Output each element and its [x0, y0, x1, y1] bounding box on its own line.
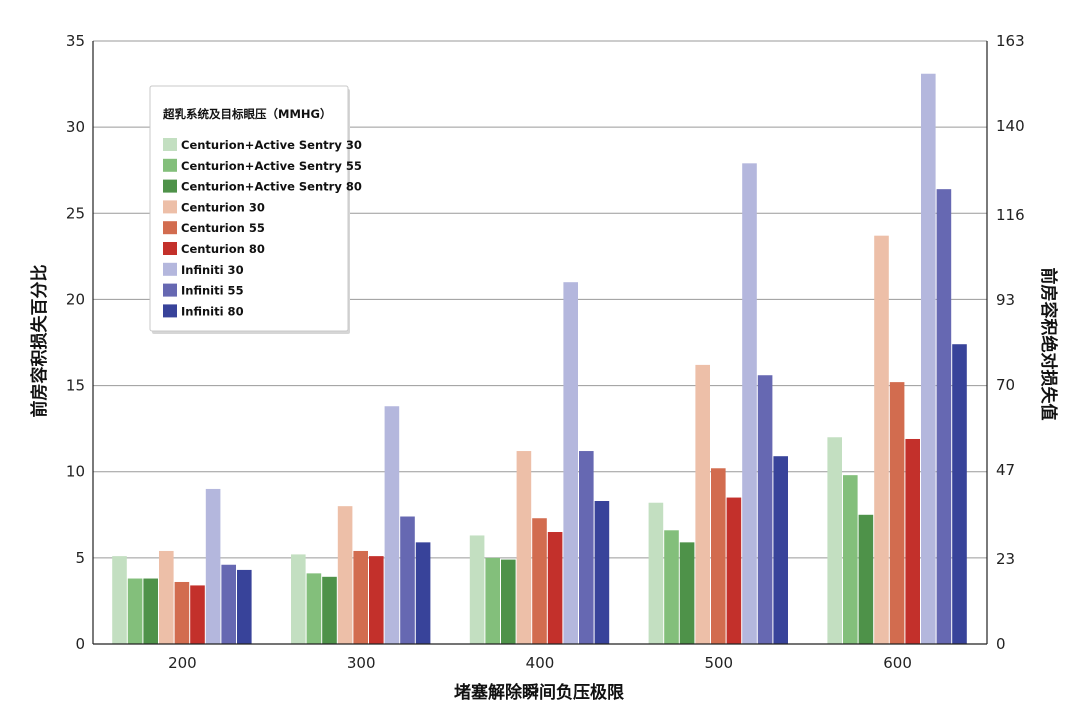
legend-swatch [163, 283, 177, 297]
legend-swatch [163, 262, 177, 276]
bar [532, 518, 547, 644]
x-tick-label: 200 [168, 654, 197, 672]
y2-tick-label: 93 [996, 291, 1015, 309]
y2-tick-label: 70 [996, 376, 1015, 394]
bar [757, 375, 773, 644]
bar [369, 556, 384, 644]
y2-tick-label: 0 [996, 635, 1006, 653]
legend-label: Centurion 55 [181, 221, 265, 235]
legend-swatch [163, 242, 177, 255]
axes: 0 5 10 15 20 25 30 35 0 23 47 70 93 116 140 163 200 300 40… [66, 32, 1025, 672]
bar [112, 556, 127, 644]
legend-label: Infiniti 55 [181, 284, 244, 298]
x-tick-label: 400 [526, 654, 555, 672]
bar [726, 497, 742, 644]
bar [400, 516, 415, 644]
y-axis-title: 前房容积损失百分比 [29, 265, 50, 418]
bar [827, 437, 842, 644]
bar [952, 344, 967, 644]
bar [469, 535, 485, 644]
y-tick-label: 5 [75, 549, 85, 567]
bar [905, 438, 920, 644]
legend-label: Centurion 80 [181, 242, 265, 256]
bar [291, 554, 306, 644]
x-tick-label: 500 [704, 654, 733, 672]
bar [237, 569, 252, 644]
bar [773, 456, 788, 644]
y2-tick-label: 47 [996, 461, 1015, 479]
y2-tick-label: 116 [996, 206, 1025, 224]
legend-label: Centurion+Active Sentry 80 [181, 180, 362, 194]
legend-swatch [163, 138, 177, 151]
y-tick-label: 30 [66, 118, 85, 136]
bar [337, 506, 353, 644]
bar [711, 468, 726, 644]
x-tick-label: 300 [347, 654, 376, 672]
y-tick-label: 25 [66, 204, 85, 222]
y2-tick-label: 23 [996, 550, 1015, 568]
legend-label: Centurion 30 [181, 200, 265, 214]
bar [306, 573, 322, 644]
legend-swatch [163, 200, 177, 214]
legend-swatch [163, 179, 177, 193]
bar [415, 542, 431, 644]
bar [174, 581, 190, 644]
bars [112, 73, 967, 645]
y2-tick-label: 140 [996, 117, 1025, 135]
bar [921, 73, 936, 645]
x-axis-title: 堵塞解除瞬间负压极限 [454, 682, 624, 703]
legend-swatch [163, 304, 177, 318]
bar [742, 163, 757, 644]
bar [190, 585, 205, 644]
legend-swatch [163, 221, 177, 235]
y2-tick-label: 163 [996, 32, 1025, 50]
bar [843, 475, 858, 644]
bar [501, 559, 516, 644]
bar [221, 564, 236, 644]
legend-label: Centurion+Active Sentry 55 [181, 159, 362, 173]
bar [695, 364, 710, 644]
y-tick-label: 15 [66, 377, 85, 395]
bar [664, 530, 679, 644]
y-tick-label: 20 [66, 290, 85, 308]
y-tick-label: 35 [66, 32, 85, 50]
bar [858, 514, 874, 644]
bar [936, 189, 952, 644]
bar [485, 557, 500, 644]
bar [127, 578, 143, 644]
bar [594, 501, 610, 644]
bar [322, 576, 337, 644]
bar [874, 235, 889, 644]
legend-box [149, 85, 349, 332]
bar [648, 502, 664, 644]
bar [579, 451, 594, 644]
bar [384, 406, 400, 644]
bar [889, 382, 905, 644]
bar [159, 550, 174, 644]
legend-title: 超乳系统及目标眼压（MMHG） [162, 107, 331, 121]
bar [563, 282, 578, 644]
x-tick-label: 600 [883, 654, 912, 672]
legend-label: Centurion+Active Sentry 30 [181, 138, 362, 152]
y-tick-label: 10 [66, 463, 85, 481]
legend-swatch [163, 158, 177, 172]
bar [516, 451, 532, 644]
legend-label: Infiniti 30 [181, 263, 244, 277]
bar [205, 488, 221, 644]
bar [353, 550, 368, 644]
y-tick-label: 0 [75, 635, 85, 653]
y2-axis-title: 前房容积绝对损失值 [1038, 268, 1059, 421]
bar [679, 542, 695, 644]
legend: 超乳系统及目标眼压（MMHG） Centurion+Active Sentry 3… [149, 85, 362, 334]
legend-label: Infiniti 80 [181, 304, 244, 318]
bar [547, 532, 563, 644]
bar [143, 578, 158, 644]
